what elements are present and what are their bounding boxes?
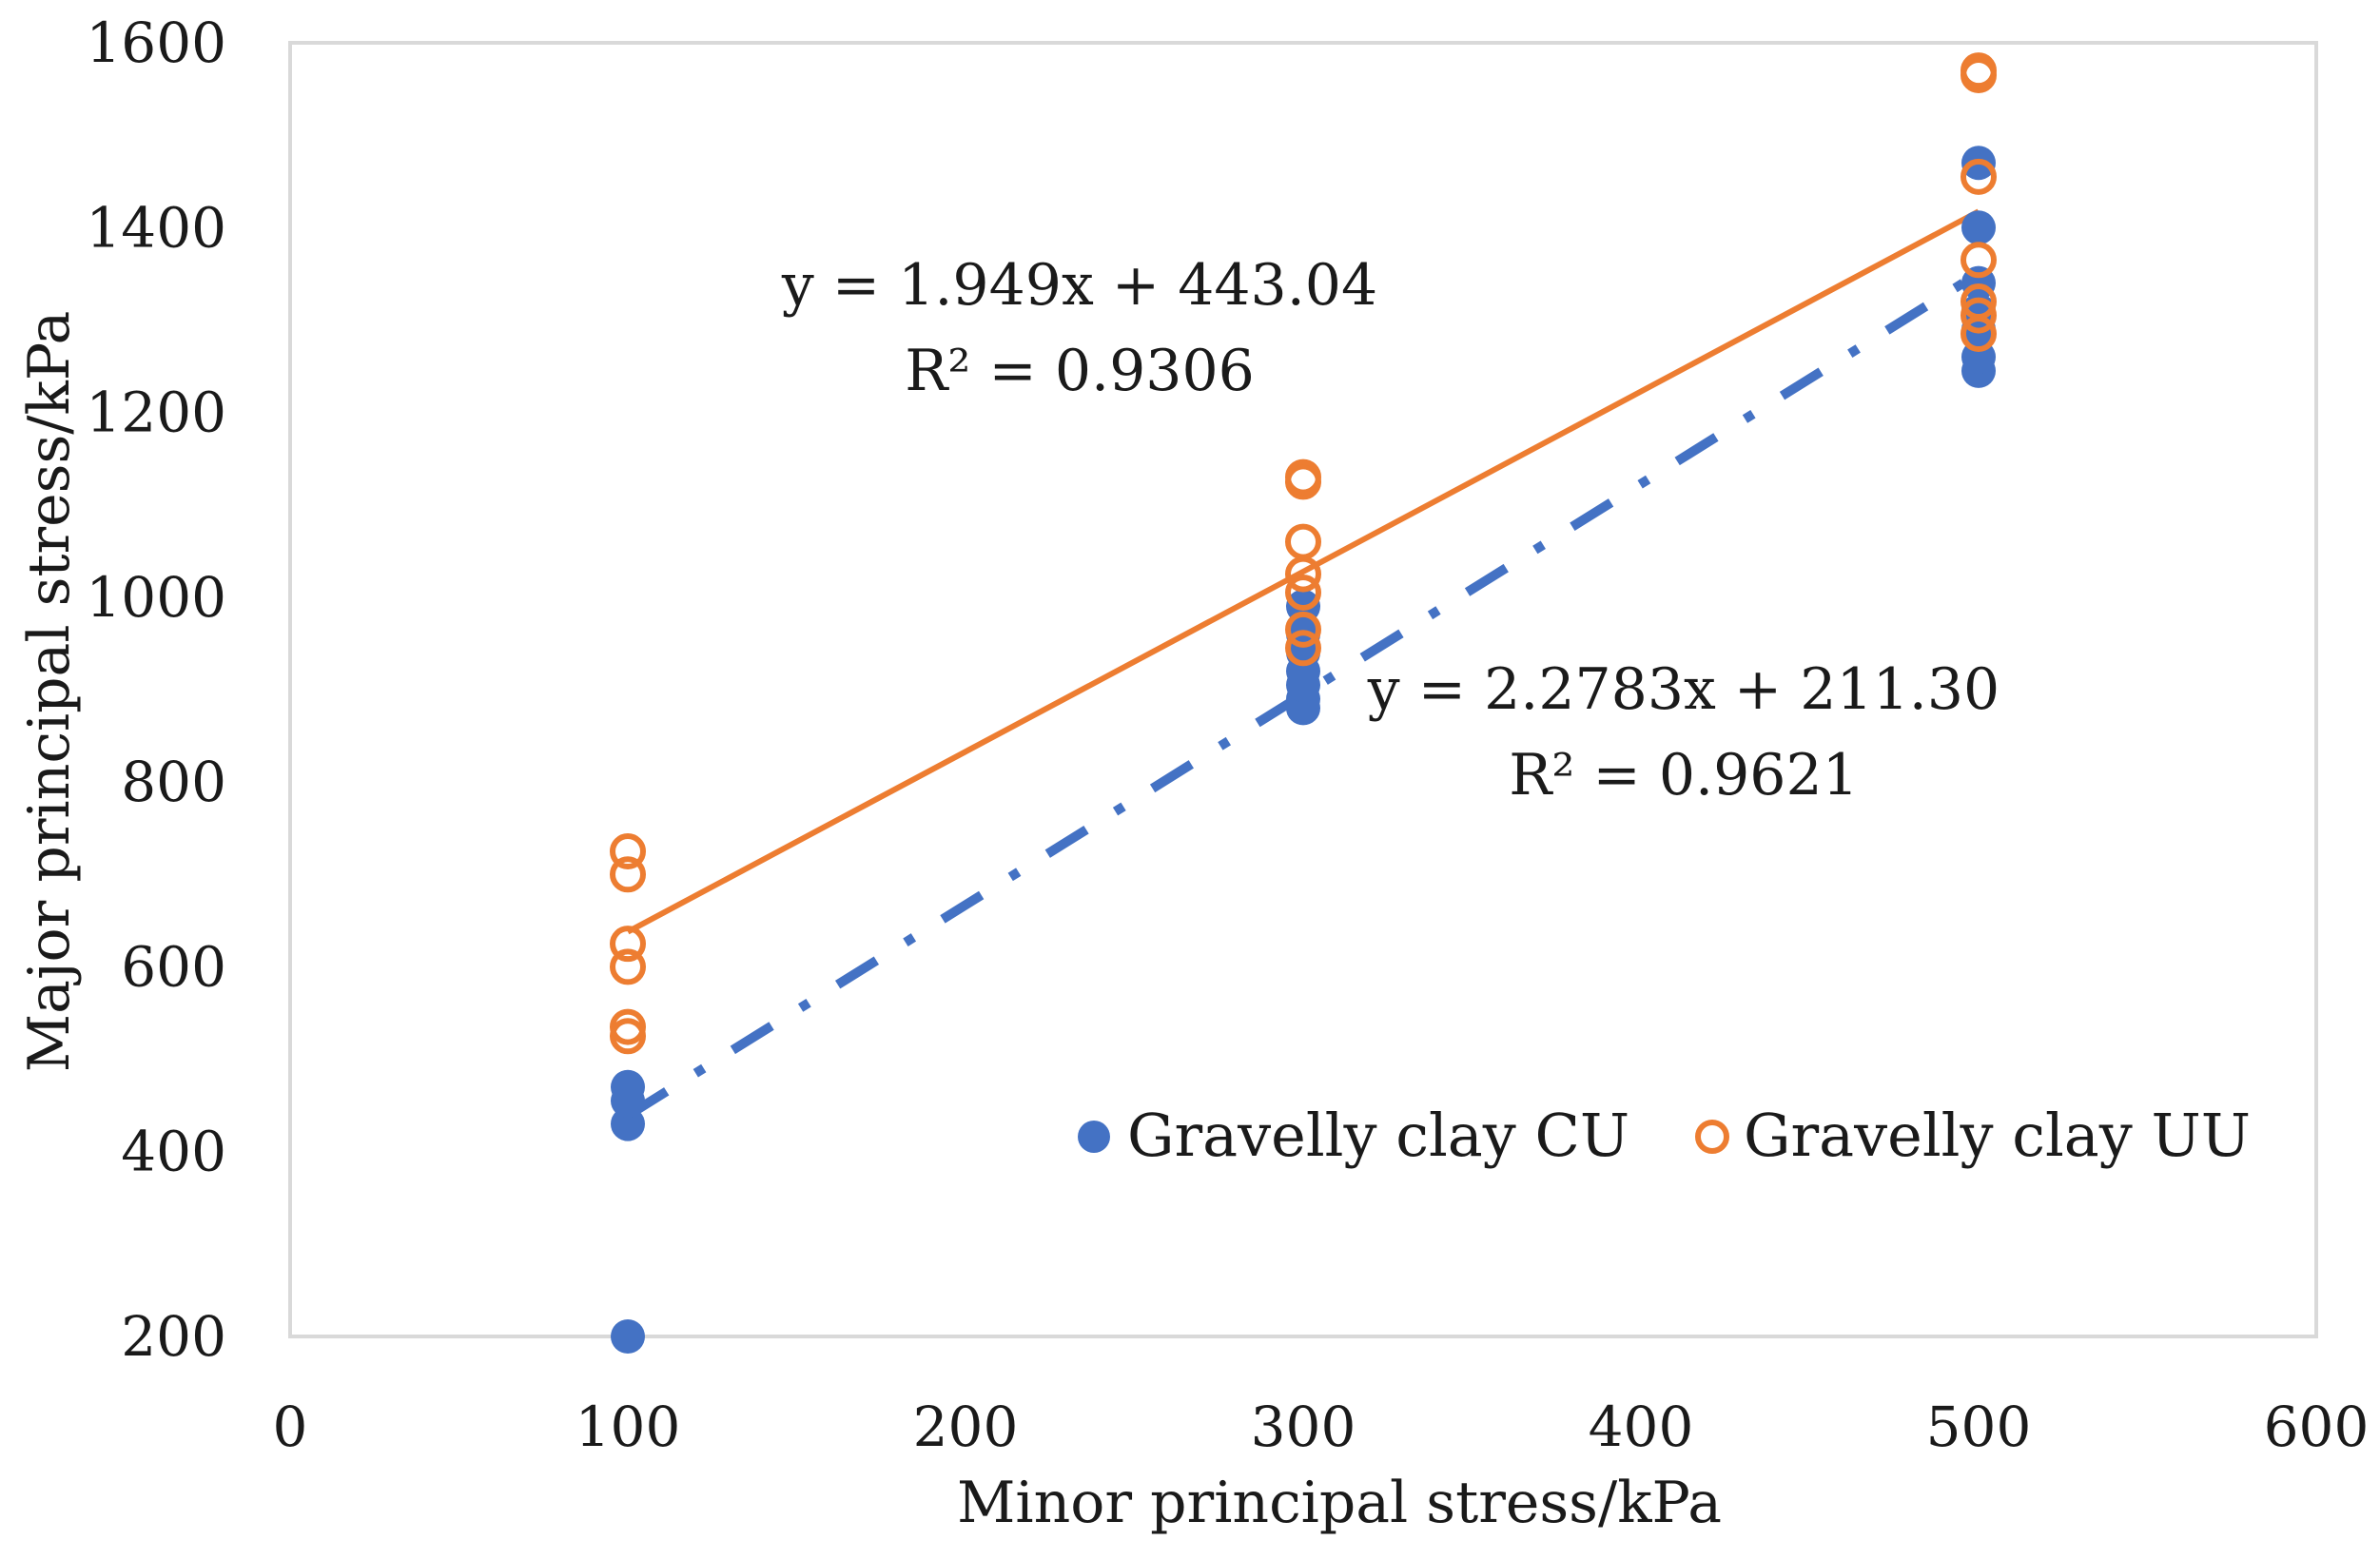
y-tick-label-1600: 1600 [86,10,226,75]
point-uu-3 [610,926,646,963]
y-axis-title: Major principal stress/kPa [16,311,83,1073]
point-uu-6 [1285,630,1321,667]
legend-item-cu: Gravelly clay CU [1078,1101,1629,1170]
point-uu-16 [1961,242,1997,279]
legend-marker-cu [1078,1121,1110,1153]
x-tick-label-100: 100 [575,1394,681,1459]
trendline-cu-r-squared: R² = 0.9621 [1509,742,1859,809]
point-cu-16 [1961,210,1996,245]
plot-area-frame [288,41,2318,1338]
point-uu-4 [610,856,646,893]
point-uu-10 [1285,523,1321,560]
legend-label-uu: Gravelly clay UU [1744,1101,2251,1170]
x-tick-label-0: 0 [273,1394,308,1459]
point-uu-1 [610,1008,646,1045]
x-tick-label-500: 500 [1926,1394,2032,1459]
legend: Gravelly clay CU Gravelly clay UU [1078,1101,2251,1170]
point-cu-3 [611,1069,645,1104]
x-tick-label-600: 600 [2264,1394,2370,1459]
y-tick-label-1200: 1200 [86,380,226,445]
y-tick-label-600: 600 [121,934,226,999]
x-axis-title: Minor principal stress/kPa [957,1470,1722,1536]
trendline-cu [625,269,1981,1120]
point-cu-0 [611,1319,645,1354]
point-uu-5 [610,833,646,869]
y-tick-label-1400: 1400 [86,195,226,260]
y-tick-label-1000: 1000 [86,565,226,630]
point-uu-14 [1961,297,1997,334]
point-uu-19 [1961,52,1997,89]
point-uu-12 [1285,458,1321,496]
point-uu-8 [1285,575,1321,611]
y-tick-label-200: 200 [121,1304,226,1369]
trendline-uu-equation: y = 1.949x + 443.04 [781,252,1377,319]
y-tick-label-800: 800 [121,750,226,814]
legend-item-uu: Gravelly clay UU [1695,1101,2251,1170]
point-uu-7 [1285,611,1321,648]
x-tick-label-300: 300 [1251,1394,1356,1459]
trendlines [625,208,1981,1120]
trendline-uu [626,208,1980,935]
trendline-cu-equation: y = 2.2783x + 211.30 [1367,656,2000,723]
legend-label-cu: Gravelly clay CU [1127,1101,1629,1170]
x-tick-label-200: 200 [913,1394,1019,1459]
y-tick-labels: 200 400 600 800 1000 1200 1400 1600 [86,10,226,1369]
point-uu-15 [1961,283,1997,320]
data-markers [610,52,1997,1354]
y-tick-label-400: 400 [121,1120,226,1184]
legend-marker-uu [1695,1120,1729,1154]
x-tick-labels: 0 100 200 300 400 500 600 [273,1394,2370,1459]
point-uu-2 [610,948,646,985]
point-uu-17 [1961,158,1997,195]
x-tick-label-400: 400 [1589,1394,1694,1459]
trendline-uu-r-squared: R² = 0.9306 [905,338,1255,404]
